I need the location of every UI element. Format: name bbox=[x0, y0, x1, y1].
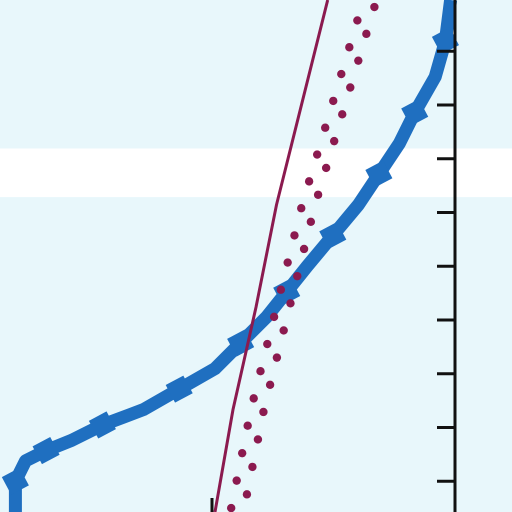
series-dot-2-26 bbox=[312, 150, 322, 159]
series-dot-2-14 bbox=[269, 312, 279, 322]
series-dot-2-36 bbox=[353, 16, 362, 25]
series-dot-2-31 bbox=[346, 83, 355, 92]
series-dot-2-32 bbox=[337, 69, 346, 79]
series-dot-2-13 bbox=[279, 326, 288, 335]
series-dot-2-11 bbox=[272, 353, 282, 362]
series-dot-2-23 bbox=[313, 190, 323, 199]
series-dot-2-17 bbox=[293, 271, 302, 281]
series-point-0-19 bbox=[431, 27, 459, 55]
series-dot-2-25 bbox=[321, 163, 331, 173]
series-dot-2-35 bbox=[362, 29, 371, 39]
series-dot-2-16 bbox=[276, 285, 286, 294]
series-dot-2-27 bbox=[329, 136, 339, 146]
series-dot-2-0 bbox=[226, 503, 236, 512]
series-dot-2-34 bbox=[345, 43, 354, 52]
series-dot-2-2 bbox=[232, 476, 241, 485]
series-dot-2-22 bbox=[297, 204, 306, 213]
series-point-0-5 bbox=[88, 411, 116, 439]
series-dot-2-7 bbox=[259, 407, 268, 417]
series-dot-2-15 bbox=[286, 299, 295, 308]
series-point-0-1 bbox=[1, 467, 29, 495]
series-dot-2-33 bbox=[354, 56, 363, 65]
series-dot-2-24 bbox=[304, 177, 314, 186]
series-dot-2-19 bbox=[299, 244, 309, 254]
series-dot-2-29 bbox=[338, 110, 347, 119]
series-dot-2-6 bbox=[243, 421, 252, 430]
series-line-1 bbox=[213, 0, 330, 512]
series-dot-2-12 bbox=[263, 339, 272, 349]
series-point-0-17 bbox=[401, 99, 429, 127]
series-dot-2-28 bbox=[321, 123, 330, 132]
series-point-0-15 bbox=[365, 160, 393, 188]
series-dot-2-30 bbox=[329, 96, 338, 106]
series-dot-2-4 bbox=[237, 448, 247, 458]
series-dot-2-37 bbox=[370, 2, 379, 12]
series-dot-2-3 bbox=[248, 462, 257, 472]
series-point-0-11 bbox=[273, 278, 301, 306]
series-point-0-3 bbox=[32, 437, 60, 465]
series-dot-2-8 bbox=[249, 394, 258, 403]
series-dot-2-5 bbox=[253, 435, 263, 444]
series-point-0-13 bbox=[319, 221, 347, 250]
series-point-0-7 bbox=[165, 375, 193, 403]
series-dot-2-9 bbox=[265, 380, 275, 389]
highlight-band bbox=[0, 148, 512, 198]
series-dot-2-21 bbox=[306, 217, 316, 227]
series-dot-2-10 bbox=[256, 367, 265, 376]
series-dot-2-20 bbox=[290, 231, 299, 240]
series-dot-2-1 bbox=[242, 490, 252, 499]
series-dot-2-18 bbox=[283, 258, 292, 267]
